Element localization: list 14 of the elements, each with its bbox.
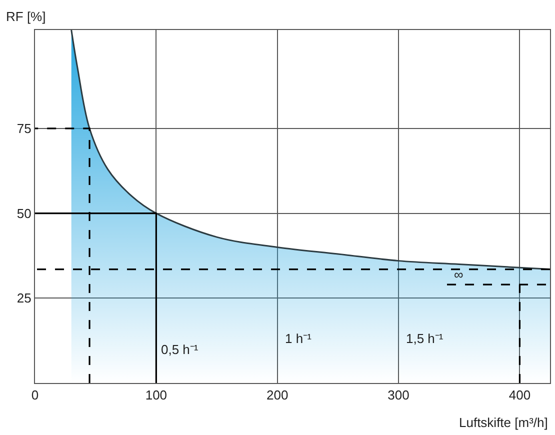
y-tick-label: 75 (16, 120, 32, 136)
x-tick-label: 200 (266, 388, 288, 403)
x-axis-title: Luftskifte [m³/h] (459, 415, 548, 430)
y-tick-label: 50 (16, 206, 32, 221)
annotation: ∞ (454, 267, 464, 282)
x-tick-label: 300 (388, 388, 410, 403)
x-tick-label: 0 (31, 388, 39, 403)
y-axis-title: RF [%] (6, 9, 46, 24)
annotation: 0,5 h⁻¹ (161, 342, 199, 357)
x-tick-label: 100 (145, 388, 168, 403)
x-tick-label: 400 (508, 388, 531, 403)
annotation: 1 h⁻¹ (285, 331, 312, 346)
annotation: 1,5 h⁻¹ (406, 331, 444, 346)
y-tick-label: 25 (16, 290, 32, 306)
